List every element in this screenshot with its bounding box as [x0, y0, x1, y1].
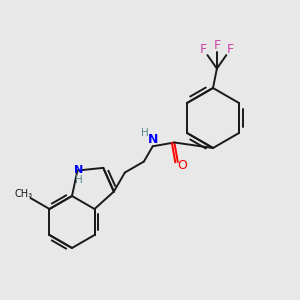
Text: N: N: [148, 133, 158, 146]
Text: F: F: [227, 43, 234, 56]
Text: O: O: [177, 160, 187, 172]
Text: F: F: [213, 39, 220, 52]
Text: H: H: [141, 128, 148, 138]
Text: H: H: [74, 175, 82, 184]
Text: N: N: [74, 165, 83, 175]
Text: CH₃: CH₃: [14, 189, 33, 199]
Text: F: F: [200, 43, 207, 56]
